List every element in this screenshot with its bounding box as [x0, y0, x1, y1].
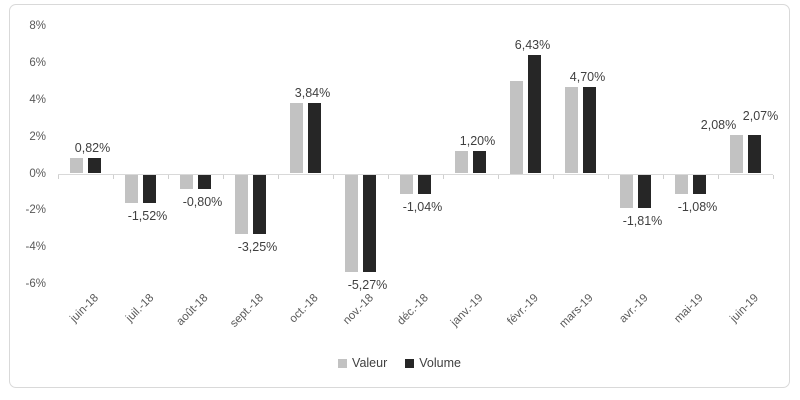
x-axis-label-dec-18: déc.-18: [395, 292, 431, 328]
bar-valeur-juil-18: [125, 174, 138, 203]
x-axis-tick: [663, 175, 664, 179]
legend-label-volume: Volume: [419, 356, 461, 370]
data-label-juin-19-valeur: 2,08%: [700, 118, 737, 133]
y-axis-tick-label-0: 0%: [29, 167, 46, 180]
x-axis-tick: [113, 175, 114, 179]
x-axis-tick: [718, 175, 719, 179]
x-axis-tick: [443, 175, 444, 179]
x-axis-tick: [58, 175, 59, 179]
x-axis-label-aout-18: août-18: [174, 292, 211, 329]
x-axis-tick: [498, 175, 499, 179]
data-label-dec-18-volume: -1,04%: [402, 199, 443, 214]
x-axis-label-juin-19: juin-19: [728, 292, 761, 325]
bar-volume-mai-19: [693, 174, 706, 195]
data-label-juin-19-volume: 2,07%: [742, 109, 779, 124]
bar-volume-nov-18: [363, 174, 376, 272]
bar-volume-aout-18: [198, 174, 211, 190]
bar-valeur-juin-18: [70, 158, 83, 174]
bar-valeur-janv-19: [455, 151, 468, 174]
x-axis-label-juin-18: juin-18: [68, 292, 101, 325]
bar-volume-mars-19: [583, 86, 596, 174]
x-axis-tick: [278, 175, 279, 179]
data-label-oct-18-volume: 3,84%: [294, 85, 331, 100]
chart-card: [9, 4, 790, 388]
x-axis-tick: [553, 175, 554, 179]
y-axis-tick-label-6: -6%: [25, 278, 46, 291]
bar-valeur-mars-19: [565, 86, 578, 174]
bar-volume-juil-18: [143, 174, 156, 203]
y-axis-tick-label-4: 4%: [29, 93, 46, 106]
x-axis-label-avr-19: avr.-19: [617, 292, 651, 326]
x-axis-label-juil-18: juil.-18: [123, 292, 156, 325]
y-axis-tick-label-6: 6%: [29, 56, 46, 69]
bar-volume-juin-19: [748, 135, 761, 174]
bar-volume-dec-18: [418, 174, 431, 194]
data-label-aout-18-volume: -0,80%: [182, 195, 223, 210]
data-label-juil-18-volume: -1,52%: [127, 208, 168, 223]
bar-valeur-dec-18: [400, 174, 413, 194]
data-label-janv-19-volume: 1,20%: [459, 134, 496, 149]
x-axis-label-mai-19: mai-19: [672, 292, 706, 326]
bar-valeur-oct-18: [290, 102, 303, 174]
x-axis-label-sept-18: sept.-18: [228, 292, 266, 330]
data-label-mai-19-volume: -1,08%: [677, 200, 718, 215]
x-axis-label-janv-19: janv.-19: [449, 292, 486, 329]
bar-volume-juin-18: [88, 158, 101, 174]
x-axis-tick: [333, 175, 334, 179]
legend-label-valeur: Valeur: [352, 356, 388, 370]
legend-swatch-valeur: [338, 358, 348, 368]
data-label-fevr-19-volume: 6,43%: [514, 37, 551, 52]
data-label-mars-19-volume: 4,70%: [569, 69, 606, 84]
x-axis-tick: [773, 175, 774, 179]
bar-valeur-juin-19: [730, 135, 743, 174]
x-axis-tick: [388, 175, 389, 179]
x-axis-label-fevr-19: févr.-19: [505, 292, 541, 328]
x-axis-line: [58, 174, 773, 175]
y-axis-tick-label-2: -2%: [25, 204, 46, 217]
y-axis-tick-label-2: 2%: [29, 130, 46, 143]
x-axis-label-oct-18: oct.-18: [287, 292, 321, 326]
y-axis-tick-label-4: -4%: [25, 241, 46, 254]
bar-volume-sept-18: [253, 174, 266, 235]
data-label-sept-18-volume: -3,25%: [237, 240, 278, 255]
bar-valeur-fevr-19: [510, 81, 523, 174]
bar-valeur-mai-19: [675, 174, 688, 195]
bar-valeur-avr-19: [620, 174, 633, 208]
legend-swatch-volume: [405, 358, 415, 368]
data-label-nov-18-volume: -5,27%: [347, 277, 388, 292]
bar-volume-avr-19: [638, 174, 651, 208]
bar-volume-fevr-19: [528, 54, 541, 174]
legend-item-valeur: Valeur: [338, 356, 387, 370]
bar-valeur-sept-18: [235, 174, 248, 235]
bar-volume-oct-18: [308, 102, 321, 174]
x-axis-label-mars-19: mars-19: [557, 292, 596, 331]
chart-legend: Valeur Volume: [9, 356, 790, 370]
x-axis-tick: [168, 175, 169, 179]
bar-valeur-nov-18: [345, 174, 358, 272]
bar-valeur-aout-18: [180, 174, 193, 190]
y-axis-tick-label-8: 8%: [29, 19, 46, 32]
x-axis-tick: [223, 175, 224, 179]
x-axis-tick: [608, 175, 609, 179]
data-label-juin-18-volume: 0,82%: [74, 141, 111, 156]
data-label-avr-19-volume: -1,81%: [622, 213, 663, 228]
x-axis-label-nov-18: nov.-18: [340, 292, 376, 328]
legend-item-volume: Volume: [405, 356, 461, 370]
bar-volume-janv-19: [473, 151, 486, 174]
